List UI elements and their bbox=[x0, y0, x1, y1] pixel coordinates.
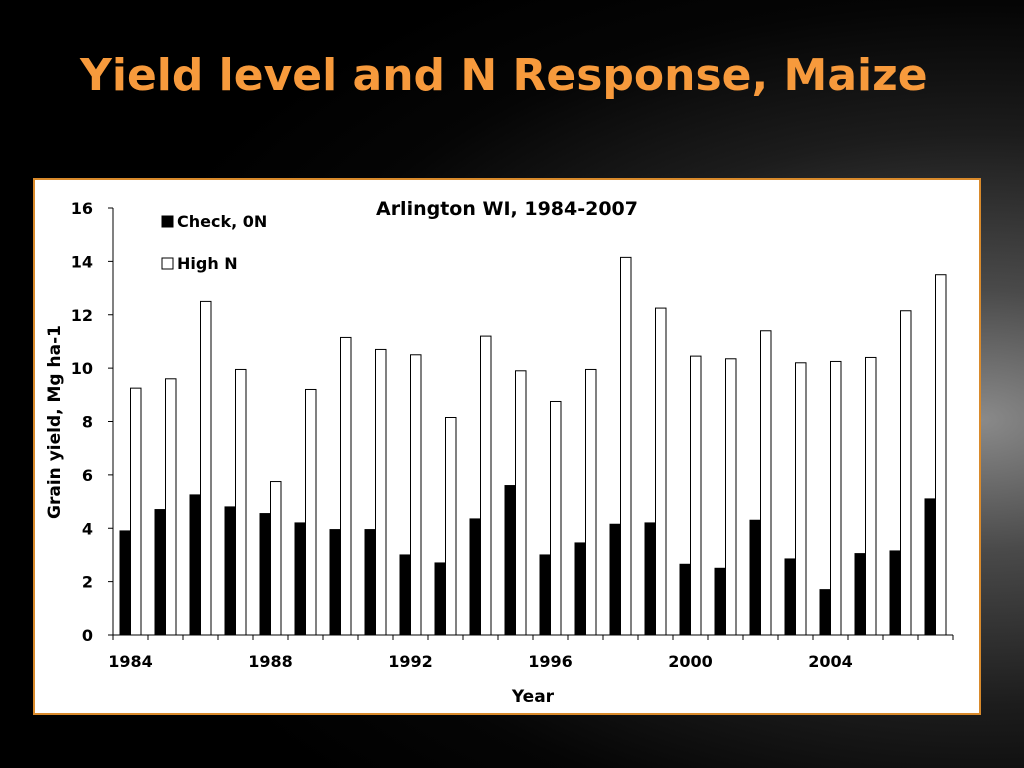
bar-check-0n bbox=[644, 522, 656, 636]
slide-title: Yield level and N Response, Maize bbox=[80, 50, 928, 101]
bar-check-0n bbox=[434, 562, 446, 636]
y-tick-label: 16 bbox=[71, 199, 93, 218]
bar-chart: Arlington WI, 1984-2007 Year Grain yield… bbox=[45, 198, 954, 707]
y-axis-label: Grain yield, Mg ha-1 bbox=[45, 325, 65, 519]
bar-check-0n bbox=[259, 513, 271, 636]
bar-check-0n bbox=[784, 558, 796, 636]
bar-high-n bbox=[445, 416, 457, 636]
x-tick-label: 2000 bbox=[668, 652, 713, 671]
y-tick-label: 6 bbox=[82, 466, 93, 485]
legend: Check, 0N High N bbox=[161, 212, 267, 273]
bar-check-0n bbox=[854, 553, 866, 636]
legend-swatch bbox=[161, 257, 174, 270]
y-axis: 0 2 4 6 8 10 12 14 16 bbox=[71, 199, 114, 645]
x-axis: 1984 1988 1992 1996 2000 2004 bbox=[108, 634, 954, 671]
bar-high-n bbox=[795, 362, 807, 636]
legend-label: High N bbox=[177, 254, 238, 273]
bar-high-n bbox=[935, 274, 947, 636]
y-tick-label: 10 bbox=[71, 359, 93, 378]
bar-check-0n bbox=[469, 518, 481, 636]
x-axis-label: Year bbox=[511, 687, 555, 707]
bar-high-n bbox=[550, 400, 562, 636]
bar-high-n bbox=[235, 368, 247, 636]
bar-check-0n bbox=[679, 563, 691, 636]
legend-label: Check, 0N bbox=[177, 212, 267, 231]
bar-high-n bbox=[725, 358, 737, 636]
y-tick-label: 4 bbox=[82, 519, 93, 538]
bar-high-n bbox=[900, 310, 912, 636]
bar-high-n bbox=[200, 300, 212, 636]
bar-check-0n bbox=[539, 554, 551, 636]
y-tick-label: 8 bbox=[82, 413, 93, 432]
bar-high-n bbox=[480, 335, 492, 636]
bar-high-n bbox=[375, 348, 387, 636]
bar-check-0n bbox=[714, 567, 726, 636]
bar-series bbox=[119, 256, 947, 636]
y-tick-label: 12 bbox=[71, 306, 93, 325]
bar-check-0n bbox=[819, 589, 831, 636]
bar-high-n bbox=[655, 307, 667, 636]
bar-high-n bbox=[130, 387, 142, 636]
bar-check-0n bbox=[364, 529, 376, 636]
bar-high-n bbox=[340, 336, 352, 636]
bar-high-n bbox=[585, 368, 597, 636]
bar-high-n bbox=[305, 388, 317, 636]
bar-high-n bbox=[865, 356, 877, 636]
bar-check-0n bbox=[749, 519, 761, 636]
bar-check-0n bbox=[609, 523, 621, 636]
x-tick-label: 1988 bbox=[248, 652, 293, 671]
bar-check-0n bbox=[889, 550, 901, 636]
bar-high-n bbox=[515, 370, 527, 636]
bar-high-n bbox=[830, 360, 842, 636]
chart-title: Arlington WI, 1984-2007 bbox=[376, 198, 638, 220]
bar-high-n bbox=[270, 481, 282, 636]
bar-check-0n bbox=[924, 498, 936, 636]
chart-panel: Arlington WI, 1984-2007 Year Grain yield… bbox=[33, 178, 981, 715]
bar-check-0n bbox=[154, 509, 166, 636]
y-tick-label: 14 bbox=[71, 252, 93, 271]
x-tick-label: 1984 bbox=[108, 652, 153, 671]
bar-check-0n bbox=[399, 554, 411, 636]
bar-high-n bbox=[620, 256, 632, 636]
bar-high-n bbox=[690, 355, 702, 636]
bar-high-n bbox=[760, 330, 772, 636]
bar-check-0n bbox=[189, 494, 201, 636]
bar-high-n bbox=[410, 354, 422, 636]
bar-check-0n bbox=[574, 542, 586, 636]
bar-check-0n bbox=[329, 529, 341, 636]
legend-swatch bbox=[161, 215, 174, 228]
bar-check-0n bbox=[224, 506, 236, 636]
bar-high-n bbox=[165, 378, 177, 636]
x-tick-label: 2004 bbox=[808, 652, 853, 671]
y-tick-label: 2 bbox=[82, 573, 93, 592]
y-tick-label: 0 bbox=[82, 626, 93, 645]
x-tick-label: 1992 bbox=[388, 652, 433, 671]
bar-check-0n bbox=[294, 522, 306, 636]
x-tick-label: 1996 bbox=[528, 652, 573, 671]
bar-check-0n bbox=[119, 530, 131, 636]
bar-check-0n bbox=[504, 485, 516, 636]
